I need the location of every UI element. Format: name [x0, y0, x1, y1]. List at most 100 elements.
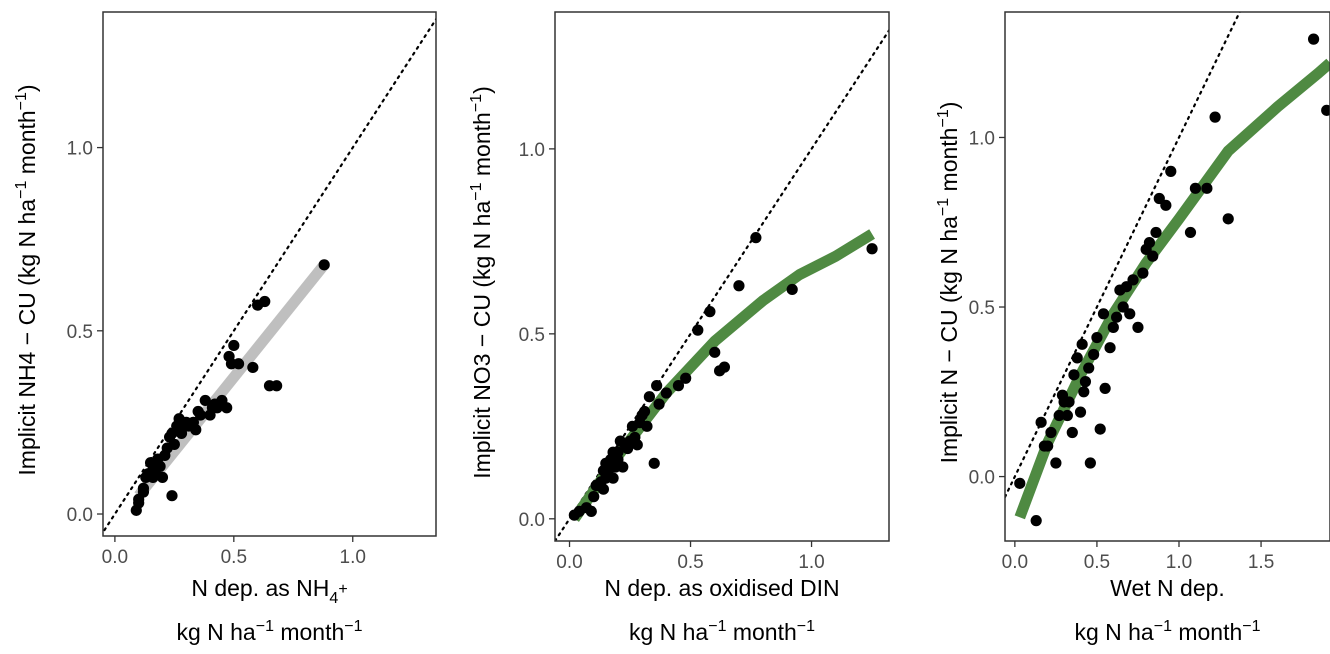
panel-border [1004, 11, 1330, 542]
x-axis-units: kg N ha−1 month−1 [1074, 618, 1260, 645]
data-point [259, 295, 271, 308]
data-point [1222, 213, 1234, 225]
y-tick-label: 0.0 [969, 468, 995, 489]
x-tick-label: 0.5 [1084, 552, 1110, 573]
data-point [1209, 111, 1221, 123]
data-point [648, 457, 660, 469]
data-point [1042, 440, 1054, 452]
x-axis-label: N dep. as NH4+ [191, 575, 347, 607]
data-point [1076, 338, 1088, 350]
x-axis-units: kg N ha−1 month−1 [176, 618, 362, 645]
data-point [1184, 226, 1197, 239]
data-point [1127, 274, 1139, 286]
data-point [1189, 182, 1202, 194]
data-point [653, 398, 665, 410]
data-point [1124, 308, 1136, 320]
y-tick-label: 0.0 [67, 505, 93, 526]
y-axis-label: Implicit N − CU (kg N ha−1 month−1) [935, 102, 962, 464]
data-point [660, 387, 672, 399]
data-point [1307, 33, 1320, 45]
data-point [709, 346, 721, 358]
y-tick-label: 0.5 [969, 298, 995, 319]
data-point [1083, 362, 1095, 374]
data-point [1045, 426, 1057, 439]
plot-area [555, 28, 889, 541]
data-point [866, 243, 878, 255]
data-point [607, 472, 619, 484]
y-axis-label: Implicit NH4 − CU (kg N ha−1 month−1) [13, 84, 40, 475]
y-tick-label: 0.5 [519, 325, 545, 346]
fit-line [134, 261, 329, 500]
data-point [1132, 321, 1144, 333]
x-tick-label: 1.5 [1248, 552, 1274, 573]
data-point [786, 283, 798, 296]
panel-2: 0.0 0.5 1.00.00.51.0N dep. as oxidised DIN… [468, 11, 890, 645]
panel-border [102, 11, 437, 537]
data-point [247, 361, 259, 374]
fit-line [569, 229, 875, 522]
data-point [643, 391, 655, 403]
x-tick-label: 0.0 [102, 547, 128, 568]
data-point [631, 439, 643, 451]
data-point [617, 461, 629, 473]
data-point [1094, 423, 1106, 435]
x-tick-label: 1.0 [340, 547, 366, 568]
data-point [1014, 477, 1026, 489]
y-axis-label: Implicit NO3 − CU (kg N ha−1 month−1) [468, 86, 495, 479]
x-tick-label: 0.0 [1002, 552, 1028, 573]
data-point [1030, 515, 1042, 527]
data-point [1111, 311, 1123, 323]
data-point [156, 471, 169, 483]
data-point [166, 490, 178, 502]
x-tick-label: 0.0 [556, 552, 582, 573]
panel-border [554, 11, 890, 542]
plot-area [103, 17, 436, 535]
data-point [1107, 321, 1119, 333]
data-point [585, 505, 597, 518]
data-point [680, 372, 692, 384]
x-tick-label: 1.0 [1166, 552, 1192, 573]
data-point [750, 232, 762, 244]
data-point [1084, 457, 1096, 469]
data-point [318, 259, 330, 271]
y-tick-label: 0.5 [67, 322, 93, 343]
data-point [1066, 426, 1078, 439]
data-point [588, 491, 600, 503]
data-point [638, 405, 651, 418]
data-point [1078, 386, 1090, 398]
plot-area [1005, 12, 1330, 527]
data-point [1321, 104, 1330, 116]
data-point [1137, 267, 1149, 279]
data-point [1160, 199, 1172, 211]
data-point [1079, 376, 1092, 388]
data-point [1104, 342, 1116, 354]
data-point [1201, 182, 1213, 194]
data-point [597, 483, 610, 495]
data-point [1035, 416, 1047, 428]
data-point [137, 482, 150, 494]
data-point [1074, 406, 1087, 418]
data-point [232, 358, 245, 370]
data-point [1050, 457, 1062, 469]
data-point [1053, 409, 1065, 422]
identity-line [103, 17, 436, 535]
data-point [733, 280, 745, 292]
x-axis-units: kg N ha−1 month−1 [629, 618, 815, 645]
data-point [641, 420, 653, 432]
data-point [1165, 165, 1177, 177]
y-tick-label: 1.0 [519, 140, 545, 161]
data-point [1088, 348, 1100, 361]
data-point [194, 409, 207, 421]
data-point [1091, 331, 1103, 344]
data-point [130, 504, 142, 516]
data-point [718, 361, 731, 373]
data-point [1068, 369, 1080, 381]
data-point [1099, 382, 1111, 395]
x-tick-label: 0.5 [677, 552, 703, 573]
data-point [704, 306, 716, 318]
data-point [221, 402, 233, 414]
data-point [190, 424, 202, 436]
data-point [271, 380, 283, 392]
